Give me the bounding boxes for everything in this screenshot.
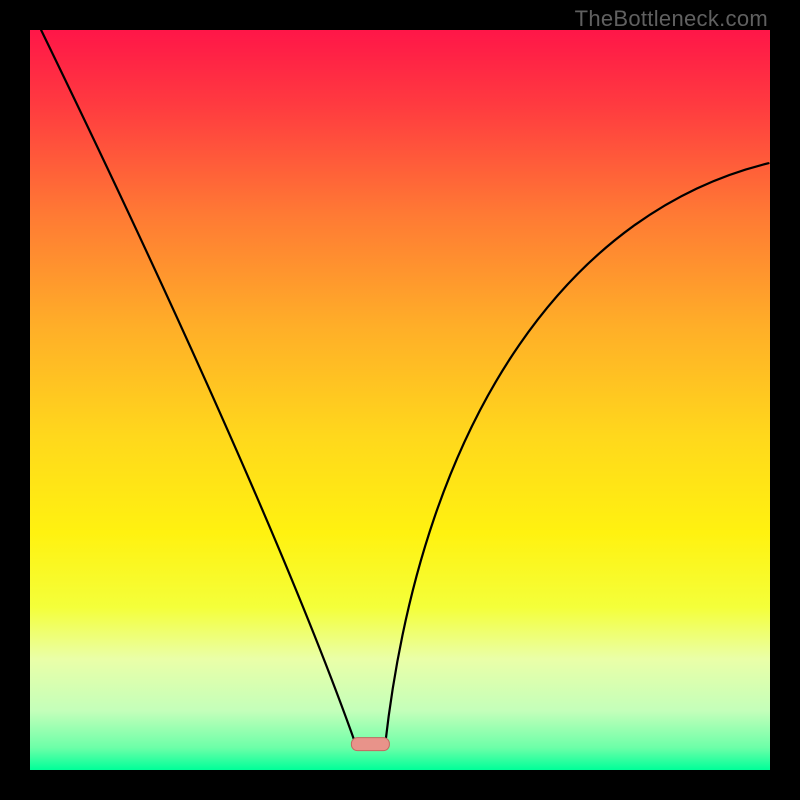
gradient-background bbox=[30, 30, 770, 770]
chart-svg bbox=[30, 30, 770, 770]
plot-area bbox=[30, 30, 770, 770]
chart-container: TheBottleneck.com bbox=[0, 0, 800, 800]
bottleneck-marker bbox=[351, 738, 389, 751]
watermark-label: TheBottleneck.com bbox=[575, 6, 768, 32]
